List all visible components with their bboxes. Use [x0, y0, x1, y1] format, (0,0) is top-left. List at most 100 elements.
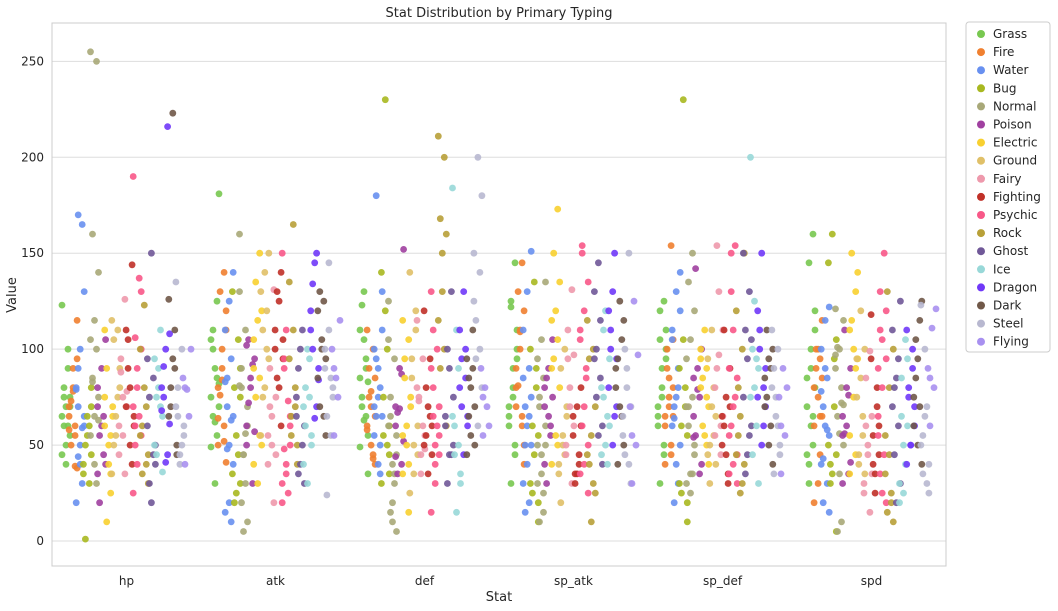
data-point — [507, 480, 515, 487]
data-point — [363, 326, 371, 334]
data-point — [754, 307, 762, 315]
legend-marker — [977, 229, 985, 238]
data-point — [434, 317, 442, 324]
data-point — [720, 422, 728, 430]
data-point — [259, 326, 267, 334]
data-point — [803, 451, 811, 459]
data-point — [385, 470, 393, 478]
legend-label: Grass — [993, 27, 1027, 41]
data-point — [483, 403, 491, 411]
data-point — [171, 326, 179, 334]
data-point — [923, 480, 931, 487]
data-point — [273, 374, 281, 382]
data-point — [564, 326, 572, 334]
data-point — [811, 326, 819, 334]
data-point — [838, 399, 845, 407]
data-point — [144, 451, 152, 459]
data-point — [313, 249, 320, 257]
data-point — [880, 249, 888, 257]
data-point — [450, 393, 457, 401]
legend-label: Water — [993, 63, 1029, 77]
data-point — [427, 288, 435, 295]
data-point — [910, 393, 918, 401]
data-point — [534, 441, 541, 449]
data-point — [479, 432, 487, 439]
y-tick-label: 150 — [21, 246, 44, 260]
data-point — [521, 403, 529, 411]
data-point — [95, 393, 102, 401]
data-point — [532, 384, 540, 391]
data-point — [765, 441, 773, 449]
data-point — [89, 374, 96, 382]
data-point — [536, 393, 543, 401]
data-point — [575, 460, 583, 468]
data-point — [85, 422, 93, 430]
data-point — [923, 403, 931, 411]
data-point — [869, 432, 877, 439]
data-point — [869, 460, 877, 468]
data-point — [456, 384, 464, 391]
data-point — [665, 374, 673, 382]
data-point — [83, 412, 91, 420]
data-point — [469, 365, 477, 372]
data-point — [876, 470, 884, 478]
data-point — [654, 412, 662, 420]
data-point — [763, 326, 771, 334]
data-point — [225, 499, 233, 507]
data-point — [749, 451, 756, 459]
data-point — [121, 295, 129, 303]
data-point — [543, 374, 550, 382]
data-point — [855, 451, 863, 459]
data-point — [661, 422, 669, 430]
data-point — [58, 451, 66, 459]
data-point — [543, 480, 550, 487]
data-point — [932, 305, 940, 313]
data-point — [213, 432, 221, 439]
data-point — [520, 307, 528, 315]
data-point — [854, 269, 862, 276]
data-point — [240, 528, 247, 535]
data-point — [604, 412, 611, 420]
data-point — [742, 470, 749, 478]
data-point — [93, 480, 100, 487]
data-point — [897, 297, 904, 305]
data-point — [69, 365, 77, 372]
data-point — [554, 205, 562, 213]
data-point — [556, 278, 564, 286]
data-point — [861, 345, 869, 353]
data-point — [169, 355, 177, 363]
data-point — [918, 460, 926, 468]
data-point — [821, 317, 829, 324]
data-point — [220, 437, 228, 445]
data-point — [860, 489, 868, 497]
y-tick-labels: 0 50 100 150 200 250 — [21, 54, 44, 548]
data-point — [451, 451, 458, 459]
data-point — [258, 441, 266, 449]
data-point — [883, 288, 891, 295]
data-point — [435, 432, 443, 439]
data-point — [836, 470, 843, 478]
data-point — [542, 278, 549, 286]
data-point — [620, 441, 628, 449]
data-point — [462, 345, 469, 353]
data-point — [91, 317, 98, 324]
legend-frame — [965, 21, 1051, 353]
data-point — [507, 297, 515, 305]
data-point — [663, 345, 671, 353]
data-point — [761, 374, 769, 382]
data-point — [696, 393, 703, 401]
data-point — [387, 412, 394, 420]
data-point — [507, 303, 515, 311]
data-point — [660, 451, 668, 459]
data-point — [383, 441, 391, 449]
data-point — [564, 355, 572, 363]
data-point — [126, 441, 134, 449]
data-point — [460, 288, 468, 295]
data-point — [924, 365, 932, 372]
data-point — [304, 345, 311, 353]
data-point — [527, 247, 535, 255]
data-point — [895, 422, 902, 430]
data-point — [832, 305, 839, 313]
data-point — [64, 345, 72, 353]
data-point — [853, 393, 861, 401]
